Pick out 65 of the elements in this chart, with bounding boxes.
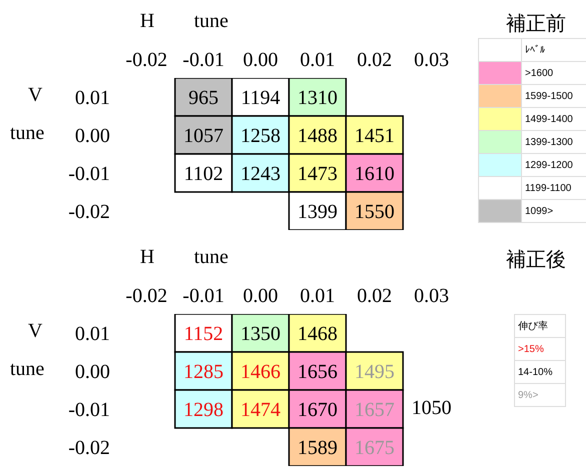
category-label: 14-10% (514, 360, 566, 384)
category-label: 1299-1200 (522, 154, 586, 176)
x-tick-label: -0.02 (126, 285, 168, 307)
category-label: >15% (514, 338, 566, 360)
x-tick-label: -0.01 (182, 285, 224, 307)
category-label: 1399-1300 (522, 130, 586, 154)
data-label: 1589 (298, 437, 338, 459)
data-label: 1675 (354, 437, 394, 459)
data-label: 1057 (184, 125, 224, 147)
data-label: 1656 (298, 361, 338, 383)
category-label: >1600 (522, 62, 586, 84)
data-label: 1310 (298, 87, 338, 109)
category-label: 1599-1500 (522, 84, 586, 108)
y-tick-label: -0.01 (68, 163, 110, 185)
data-label: 1610 (354, 163, 394, 185)
data-label: 1473 (298, 163, 338, 185)
x-tick-label: -0.01 (182, 49, 224, 71)
x-tick-label: 0.02 (357, 49, 392, 71)
annotation: 1050 (412, 397, 452, 419)
text: 補正後 (505, 248, 567, 273)
x-tick-label: 0.03 (414, 285, 449, 307)
y-tick-label: 0.00 (75, 125, 110, 147)
legend-title: 伸び率 (514, 314, 566, 338)
data-label: 1194 (240, 87, 280, 109)
x-tick-label: 0.00 (243, 49, 278, 71)
data-label: 1258 (240, 125, 280, 147)
category-label: 9%> (514, 384, 566, 406)
data-label: 1350 (240, 323, 280, 345)
x-tick-label: 0.01 (300, 49, 335, 71)
text: 補正前 (505, 12, 567, 37)
text: H tune (140, 10, 228, 32)
data-label: 1152 (184, 323, 224, 345)
data-label: 1285 (184, 361, 224, 383)
data-label: 1550 (354, 201, 394, 223)
x-tick-label: 0.02 (357, 285, 392, 307)
y-tick-label: 0.01 (75, 87, 110, 109)
data-label: 1657 (354, 399, 394, 421)
data-label: 1466 (240, 361, 280, 383)
text: H tune (140, 246, 228, 268)
data-label: 1468 (298, 323, 338, 345)
y-axis-title: V tune (10, 84, 44, 145)
x-tick-label: 0.03 (414, 49, 449, 71)
data-label: 965 (188, 87, 218, 109)
data-label: 1102 (184, 163, 224, 185)
x-tick-label: 0.00 (243, 285, 278, 307)
data-label: 1298 (184, 399, 224, 421)
data-label: 1495 (354, 361, 394, 383)
data-label: 1488 (298, 125, 338, 147)
category-label: 1199-1100 (522, 176, 586, 200)
x-tick-label: -0.02 (126, 49, 168, 71)
y-tick-label: 0.01 (75, 323, 110, 345)
data-label: 1670 (298, 399, 338, 421)
y-tick-label: -0.02 (68, 437, 110, 459)
x-tick-label: 0.01 (300, 285, 335, 307)
y-axis-title: V tune (10, 320, 44, 381)
y-tick-label: -0.01 (68, 399, 110, 421)
y-tick-label: -0.02 (68, 201, 110, 223)
y-tick-label: 0.00 (75, 361, 110, 383)
data-label: 1399 (298, 201, 338, 223)
category-label: 1499-1400 (522, 108, 586, 130)
legend-title: ﾚﾍﾞﾙ (522, 38, 586, 62)
data-label: 1474 (240, 399, 280, 421)
data-label: 1243 (240, 163, 280, 185)
data-label: 1451 (354, 125, 394, 147)
category-label: 1099> (522, 200, 586, 222)
